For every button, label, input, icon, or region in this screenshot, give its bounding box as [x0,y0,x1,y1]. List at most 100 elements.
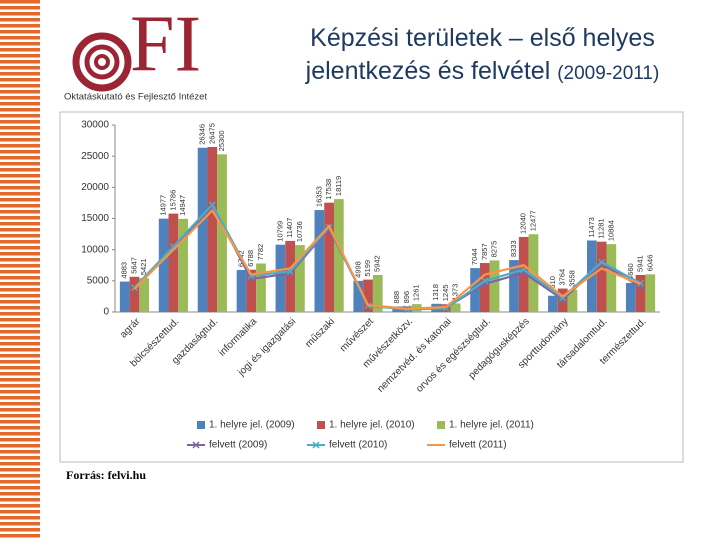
logo-org: Oktatáskutató és Fejlesztő Intézet [64,92,207,103]
marker-stroke [286,267,294,276]
bar [178,218,188,312]
bar [119,281,130,312]
data-label: 3558 [567,270,576,287]
bar [489,260,500,312]
bar [217,154,227,312]
y-tick-label: 30000 [81,120,109,131]
data-label: 26475 [207,123,216,144]
data-label: 5421 [139,259,148,276]
bar [518,236,529,312]
bar [479,263,490,312]
bar [635,274,646,312]
data-label: 1373 [451,284,460,301]
data-label: 1261 [412,284,421,301]
data-label: 888 [392,291,401,304]
y-tick-label: 20000 [81,182,109,193]
data-label: 10884 [606,220,615,241]
data-label: 16353 [314,186,323,207]
bar [314,210,325,312]
data-label: 12477 [528,210,537,231]
point-marker [208,201,216,209]
data-label: 5199 [363,260,372,277]
legend-swatch [312,441,320,449]
data-label: 14947 [178,195,187,216]
data-label: 7857 [480,243,489,260]
data-label: 8333 [509,240,518,257]
bar [324,202,334,312]
bar [168,213,179,312]
bar [275,244,286,312]
data-label: 15786 [168,190,177,211]
legend-label: felvett (2009) [209,440,267,451]
marker-stroke [208,201,216,209]
y-tick-label: 10000 [81,244,109,255]
marker-stroke [286,269,294,277]
marker-stroke [598,258,606,266]
data-label: 12040 [519,213,528,234]
legend-label: felvett (2010) [329,440,387,451]
bar [139,278,150,312]
logo-spiral [72,32,132,92]
legend-label: felvett (2011) [449,440,507,451]
data-label: 10799 [275,221,284,242]
bar [158,218,169,312]
bar [450,303,461,312]
data-label: 5942 [373,255,382,272]
bar [363,279,373,312]
title-box: Képzési területek – első helyes jelentke… [255,22,710,90]
data-label: 3764 [558,269,567,286]
data-label: 4998 [353,261,362,278]
title: Képzési területek – első helyes jelentke… [255,22,710,90]
bar [236,269,247,312]
side-stripes [0,0,40,540]
bar [333,199,344,312]
legend-label: 1. helyre jel. (2010) [329,420,415,431]
bar [353,280,364,312]
bar [567,289,578,312]
chart-subtitle: (2009-2011) [557,63,660,84]
data-label: 1318 [431,284,440,301]
marker-stroke [481,277,489,285]
bar [256,263,266,312]
data-label: 17538 [324,179,333,200]
legend-label: 1. helyre jel. (2009) [209,420,295,431]
data-label: 5941 [636,255,645,272]
bar [372,274,383,312]
legend-swatch [317,421,325,429]
data-label: 4660 [626,263,635,280]
data-label: 2610 [548,276,557,293]
point-marker [481,277,489,285]
data-label: 11407 [285,218,294,238]
data-label: 7782 [256,244,265,261]
bar [207,146,218,312]
data-label: 14977 [159,195,168,216]
bar [285,240,296,312]
legend-swatch [192,441,200,449]
data-label: 25300 [217,130,226,151]
logo-text: FI [130,0,201,88]
data-label: 26346 [198,124,207,145]
legend-swatch [197,421,205,429]
point-marker [598,258,606,266]
bar [596,241,607,312]
data-label: 11473 [587,217,596,237]
y-tick-label: 25000 [81,151,109,162]
data-label: 7044 [470,248,479,265]
bar [509,260,519,312]
bar [606,244,617,312]
y-tick-label: 5000 [87,275,110,286]
data-label: 4883 [120,262,129,279]
data-label: 8275 [490,241,499,258]
bar [197,147,208,312]
y-tick-label: 15000 [81,213,109,224]
data-label: 6046 [645,255,654,272]
bar [548,295,558,312]
marker-stroke [169,243,177,251]
y-tick-label: 0 [103,307,109,318]
bar [645,274,656,312]
bar [295,245,305,312]
data-label: 896 [402,291,411,304]
source: Forrás: felvi.hu [66,468,146,482]
